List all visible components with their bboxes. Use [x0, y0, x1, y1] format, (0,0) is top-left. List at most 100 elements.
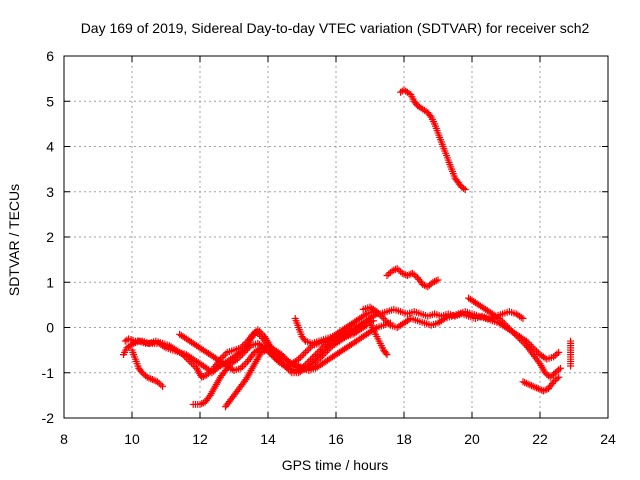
data-point — [553, 367, 561, 375]
data-point — [247, 332, 255, 340]
data-point — [499, 318, 507, 326]
data-point — [273, 353, 280, 361]
x-axis-label: GPS time / hours — [282, 457, 389, 473]
data-point — [376, 311, 384, 319]
data-point — [203, 371, 211, 379]
data-point — [237, 352, 245, 360]
data-point — [143, 373, 151, 381]
data-point — [551, 351, 559, 359]
data-point — [550, 370, 558, 378]
data-point — [240, 361, 248, 369]
data-point — [403, 271, 411, 279]
series-arc-12 — [465, 294, 564, 381]
data-point — [295, 355, 303, 363]
data-point — [259, 348, 267, 356]
data-point — [541, 369, 549, 377]
data-point — [239, 363, 246, 371]
y-tick-label: 0 — [46, 320, 54, 336]
data-point — [550, 378, 558, 386]
data-point — [159, 382, 167, 390]
data-point — [555, 366, 563, 374]
data-point — [383, 318, 391, 326]
data-point — [279, 360, 287, 368]
data-point — [434, 276, 442, 284]
data-point — [539, 387, 547, 395]
y-tick-label: 6 — [46, 48, 54, 64]
data-point — [373, 308, 381, 316]
data-point — [548, 379, 556, 387]
data-point — [461, 185, 469, 193]
data-point — [511, 330, 518, 338]
data-point — [257, 329, 265, 337]
data-point — [385, 270, 393, 278]
data-point — [409, 269, 416, 277]
y-tick-label: -2 — [42, 410, 55, 426]
data-point — [256, 327, 263, 335]
data-point — [507, 326, 515, 334]
data-point — [512, 331, 520, 339]
data-point — [150, 376, 158, 384]
data-point — [426, 281, 433, 289]
data-point — [186, 357, 194, 365]
data-point — [188, 359, 195, 367]
data-point — [524, 380, 532, 388]
data-point — [203, 364, 211, 372]
data-point — [296, 353, 304, 361]
data-point — [317, 349, 325, 357]
data-point — [519, 314, 527, 322]
x-tick-label: 10 — [124, 431, 140, 447]
x-tick-label: 20 — [464, 431, 480, 447]
data-point — [208, 366, 216, 374]
data-point — [305, 345, 313, 353]
y-tick-label: -1 — [42, 365, 55, 381]
data-point — [181, 352, 189, 360]
data-point — [244, 345, 252, 353]
data-point — [551, 369, 559, 377]
data-point — [495, 314, 503, 322]
x-tick-label: 22 — [532, 431, 548, 447]
data-point — [259, 331, 267, 339]
data-point — [237, 344, 245, 352]
data-point — [254, 326, 262, 334]
data-point — [284, 365, 292, 373]
data-point — [286, 367, 294, 375]
data-point — [536, 385, 544, 393]
data-point — [519, 338, 527, 346]
data-point — [155, 379, 163, 387]
data-point — [206, 368, 214, 376]
data-point — [198, 373, 206, 381]
data-point — [502, 321, 510, 329]
data-point — [301, 364, 309, 372]
data-point — [140, 370, 148, 378]
data-point — [318, 347, 326, 355]
data-point — [242, 339, 250, 347]
data-point — [393, 265, 401, 273]
data-point — [274, 355, 282, 363]
data-point — [521, 379, 529, 387]
series-arc-9 — [366, 319, 391, 359]
data-point — [383, 271, 391, 279]
data-point — [154, 378, 161, 386]
data-point — [303, 347, 311, 355]
data-point — [556, 364, 564, 372]
data-point — [148, 376, 156, 384]
data-point — [269, 350, 277, 358]
data-point — [500, 320, 508, 328]
data-point — [375, 309, 382, 317]
data-point — [276, 357, 284, 365]
data-point — [138, 369, 146, 377]
data-point — [220, 352, 228, 360]
data-point — [184, 356, 192, 364]
data-point — [242, 359, 250, 367]
series-arc-11 — [397, 86, 469, 193]
data-point — [361, 322, 369, 330]
data-point — [308, 357, 316, 365]
data-point — [516, 335, 524, 343]
data-point — [249, 330, 257, 338]
data-point — [497, 316, 505, 324]
y-tick-label: 3 — [46, 184, 54, 200]
data-point — [381, 316, 389, 324]
data-point — [504, 323, 512, 331]
data-point — [522, 379, 530, 387]
data-point — [242, 347, 250, 355]
